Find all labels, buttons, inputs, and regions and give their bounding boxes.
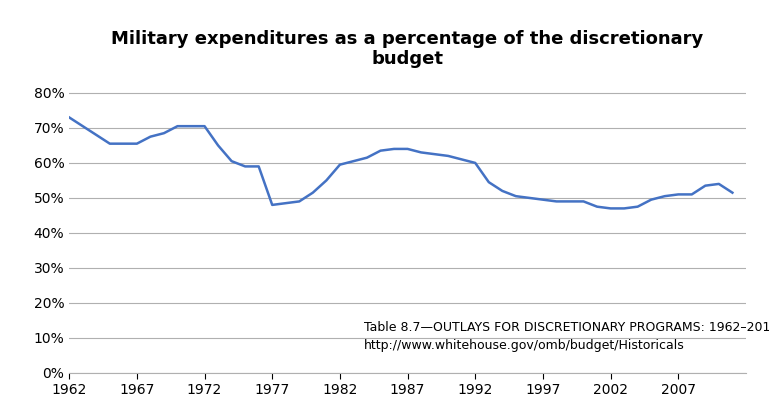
Text: Table 8.7—OUTLAYS FOR DISCRETIONARY PROGRAMS: 1962–2017: Table 8.7—OUTLAYS FOR DISCRETIONARY PROG… bbox=[364, 321, 769, 334]
Title: Military expenditures as a percentage of the discretionary
budget: Military expenditures as a percentage of… bbox=[112, 29, 704, 68]
Text: http://www.whitehouse.gov/omb/budget/Historicals: http://www.whitehouse.gov/omb/budget/His… bbox=[364, 339, 684, 352]
